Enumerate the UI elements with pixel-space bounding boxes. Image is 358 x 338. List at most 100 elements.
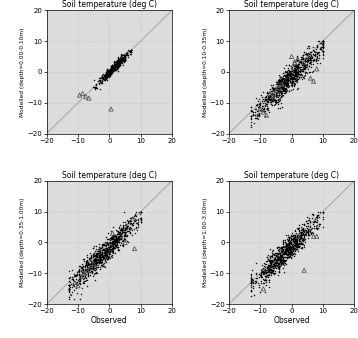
Point (130, 221, 136, 226)
Point (287, 80, 293, 85)
Point (297, 230, 303, 236)
Point (293, 64, 299, 69)
Point (113, 65, 119, 70)
Point (114, 60, 120, 65)
Point (262, 270, 267, 275)
Point (91, 258, 97, 264)
Point (306, 58, 312, 63)
Point (111, 67, 117, 72)
Point (108, 253, 114, 259)
Point (94, 258, 100, 263)
Point (91, 265, 96, 270)
Point (316, 214, 322, 220)
Point (301, 235, 307, 240)
Point (113, 63, 119, 69)
Point (112, 65, 118, 71)
Point (250, 110, 256, 115)
Point (298, 232, 304, 238)
Point (66, 286, 71, 292)
Point (108, 228, 114, 233)
Point (294, 66, 299, 71)
Point (274, 257, 280, 262)
Point (248, 272, 253, 278)
Point (121, 235, 127, 241)
Point (97, 252, 103, 258)
Point (102, 73, 108, 78)
Point (248, 113, 253, 118)
Point (284, 88, 289, 93)
Point (281, 77, 287, 82)
Point (102, 252, 107, 258)
Point (272, 86, 277, 91)
Point (282, 88, 287, 93)
Point (271, 262, 277, 267)
Point (265, 91, 271, 96)
Point (293, 241, 299, 246)
Point (285, 256, 290, 261)
Point (281, 269, 287, 275)
Point (248, 279, 253, 285)
Point (269, 92, 275, 97)
Point (110, 64, 116, 70)
Point (314, 226, 320, 232)
Point (83, 259, 89, 264)
Point (290, 233, 296, 238)
Point (307, 227, 313, 232)
Point (111, 241, 117, 246)
Point (272, 85, 277, 91)
Point (117, 60, 123, 66)
Point (118, 226, 124, 231)
Point (110, 241, 116, 247)
Point (97, 245, 103, 250)
Point (87, 266, 93, 272)
Point (91, 252, 97, 257)
Point (86, 264, 92, 269)
Point (128, 225, 134, 231)
Point (83, 263, 89, 268)
Point (130, 216, 136, 221)
Point (122, 57, 127, 63)
Point (110, 243, 115, 249)
Point (266, 94, 272, 100)
Point (288, 240, 294, 245)
Point (107, 73, 113, 78)
Point (287, 239, 292, 244)
Point (113, 239, 119, 244)
Point (103, 73, 108, 78)
Point (310, 212, 316, 218)
Point (279, 257, 285, 263)
Point (287, 239, 293, 244)
Point (292, 243, 297, 248)
Point (313, 224, 319, 229)
Point (108, 68, 114, 73)
Point (293, 246, 299, 251)
Point (248, 276, 253, 282)
Point (124, 51, 130, 56)
Point (280, 246, 286, 252)
Point (292, 238, 297, 243)
Point (291, 63, 297, 68)
Point (258, 93, 264, 98)
Point (276, 269, 282, 274)
Point (314, 234, 320, 239)
Point (110, 65, 116, 71)
Point (93, 260, 99, 265)
Point (100, 250, 105, 256)
Point (270, 264, 275, 270)
Point (261, 100, 266, 106)
Point (269, 89, 275, 94)
Point (107, 241, 113, 246)
Point (97, 251, 103, 257)
Point (306, 228, 311, 234)
Point (110, 63, 116, 69)
Point (258, 273, 264, 278)
Point (294, 235, 299, 241)
Point (281, 251, 287, 256)
Point (275, 99, 281, 105)
Point (253, 102, 259, 108)
Point (269, 259, 275, 265)
Point (273, 79, 279, 84)
Point (294, 79, 300, 84)
Point (291, 83, 297, 89)
Point (102, 76, 108, 82)
